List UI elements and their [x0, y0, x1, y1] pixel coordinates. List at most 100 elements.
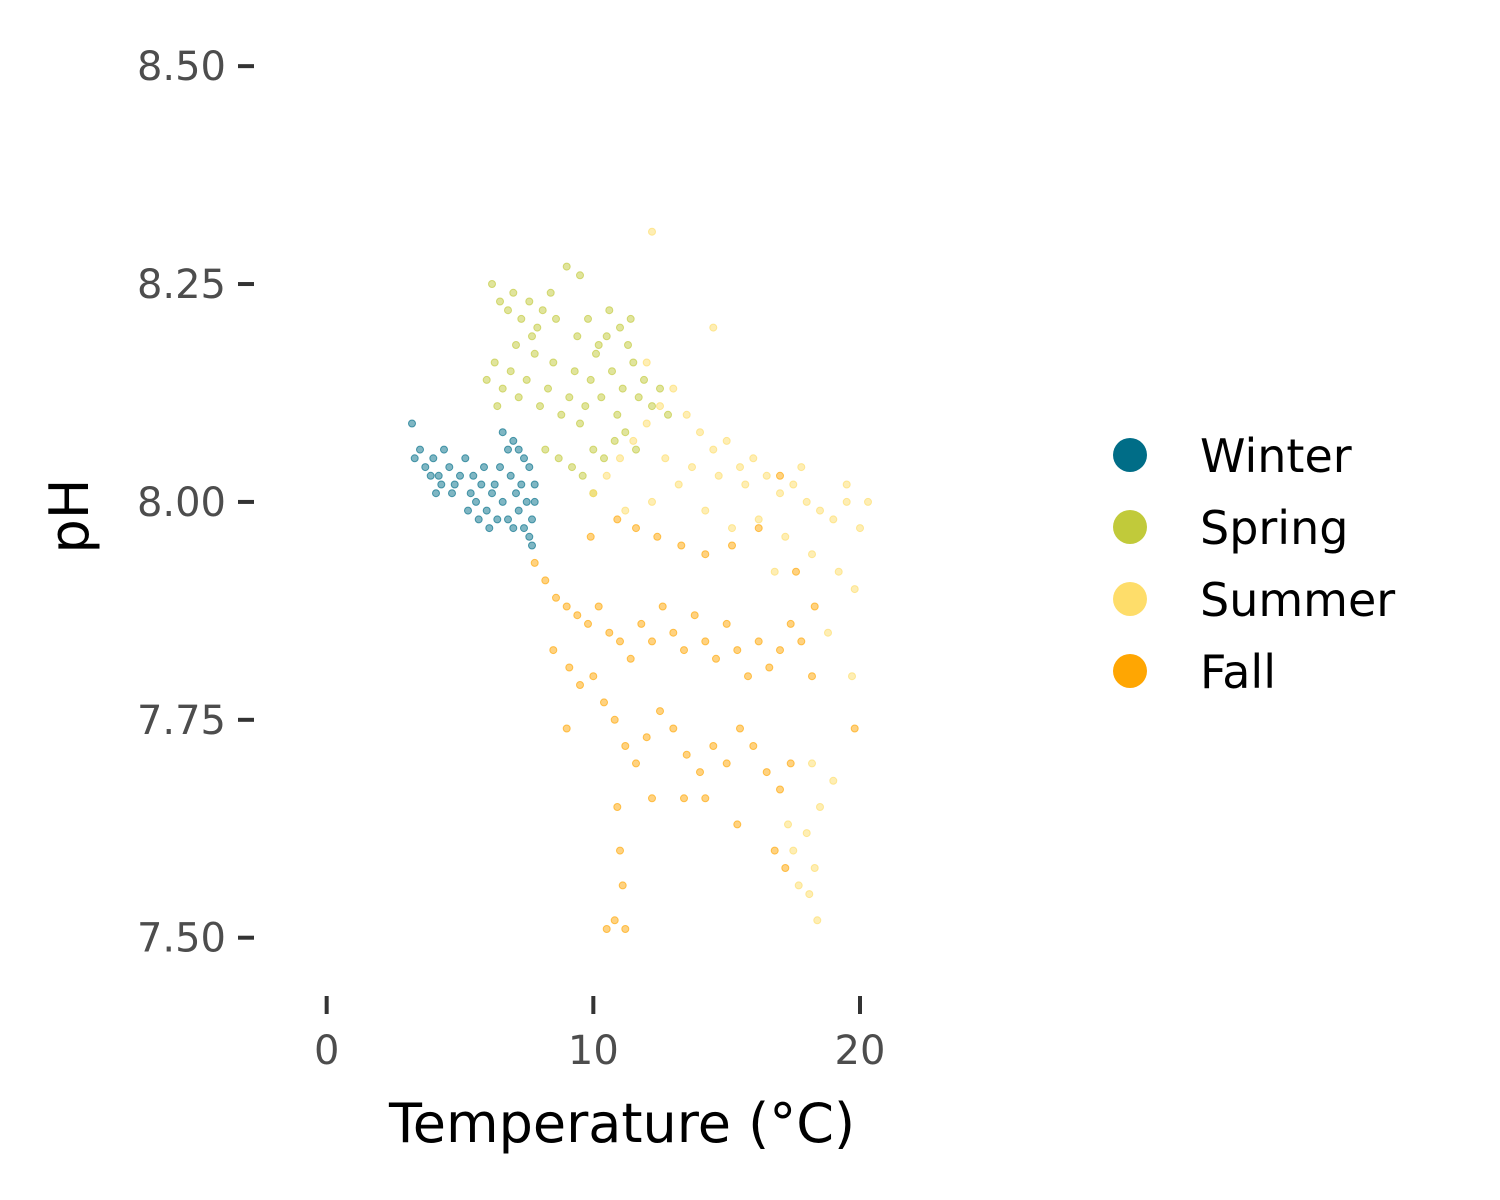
point-winter-17: [504, 515, 512, 524]
point-spring-9: [552, 314, 560, 323]
point-fall-1: [541, 576, 550, 585]
point-winter-18: [509, 524, 518, 533]
point-summer-35: [741, 480, 750, 489]
point-summer-21: [864, 497, 872, 506]
y-tick-label: 8.00: [137, 480, 226, 526]
point-winter-45: [528, 541, 536, 550]
x-tick-label: 10: [568, 1028, 619, 1074]
point-fall-40: [722, 759, 731, 768]
x-tick-label: 0: [314, 1028, 339, 1074]
point-fall-49: [610, 916, 619, 925]
point-fall-71: [562, 724, 571, 733]
point-summer-48: [829, 776, 838, 785]
legend-key-fall: [1113, 654, 1147, 688]
y-axis: 7.50 7.75 8.00 8.25 8.50: [137, 44, 254, 962]
point-fall-29: [589, 672, 598, 681]
point-summer-7: [682, 410, 691, 419]
point-fall-41: [736, 724, 744, 733]
point-fall-37: [682, 750, 691, 759]
point-fall-69: [850, 724, 859, 733]
legend-key-spring: [1113, 510, 1147, 544]
points-layer: [408, 227, 872, 933]
point-spring-52: [616, 323, 624, 332]
point-spring-40: [554, 454, 563, 463]
point-fall-53: [733, 820, 742, 829]
point-fall-66: [776, 471, 784, 480]
point-summer-30: [834, 567, 843, 576]
point-spring-31: [613, 410, 622, 419]
point-spring-30: [608, 367, 616, 376]
point-fall-19: [733, 646, 742, 655]
point-summer-37: [709, 323, 718, 332]
point-winter-2: [421, 463, 430, 472]
point-summer-51: [824, 628, 832, 637]
series-winter: [408, 419, 539, 550]
point-spring-28: [597, 393, 606, 402]
point-summer-29: [808, 550, 816, 559]
point-spring-53: [626, 314, 635, 323]
point-fall-50: [621, 925, 630, 933]
point-summer-42: [802, 829, 811, 838]
point-fall-48: [618, 881, 627, 890]
point-summer-31: [850, 585, 859, 594]
point-winter-1: [416, 445, 424, 454]
point-spring-57: [664, 410, 672, 419]
point-summer-24: [674, 480, 683, 489]
point-fall-0: [530, 558, 539, 567]
point-summer-20: [856, 524, 864, 533]
y-tick-label: 8.25: [137, 262, 226, 308]
point-spring-51: [605, 306, 614, 315]
point-spring-32: [618, 384, 627, 393]
point-fall-60: [632, 524, 640, 533]
point-winter-9: [461, 454, 470, 463]
point-fall-61: [653, 532, 662, 541]
point-winter-15: [493, 515, 502, 524]
point-fall-51: [602, 925, 611, 933]
point-winter-26: [520, 454, 528, 463]
y-tick-label: 7.75: [137, 698, 226, 744]
point-spring-10: [562, 262, 571, 271]
point-fall-57: [549, 646, 558, 655]
point-fall-43: [762, 768, 771, 777]
point-summer-40: [808, 759, 816, 768]
point-summer-25: [701, 506, 710, 515]
point-summer-8: [696, 428, 704, 437]
point-spring-41: [568, 463, 576, 472]
legend-label-spring: Spring: [1200, 501, 1348, 555]
point-fall-28: [576, 681, 584, 689]
point-fall-21: [754, 637, 763, 646]
point-summer-0: [589, 489, 598, 498]
point-summer-46: [813, 916, 822, 925]
point-winter-5: [440, 445, 448, 454]
point-spring-0: [488, 280, 496, 288]
point-summer-14: [776, 489, 784, 498]
point-winter-19: [514, 506, 523, 515]
point-fall-24: [786, 619, 795, 628]
point-spring-34: [629, 358, 638, 367]
point-fall-63: [701, 550, 710, 559]
point-fall-15: [690, 611, 699, 620]
point-winter-38: [469, 471, 478, 480]
point-winter-11: [472, 497, 480, 506]
legend: Winter Spring Summer Fall: [1113, 429, 1395, 699]
point-summer-43: [789, 846, 798, 855]
point-fall-59: [613, 515, 622, 524]
point-fall-36: [669, 724, 678, 733]
series-spring: [482, 262, 672, 498]
point-spring-18: [536, 402, 544, 411]
point-spring-42: [578, 471, 587, 480]
point-fall-2: [552, 593, 560, 602]
point-winter-43: [474, 515, 483, 524]
point-spring-47: [632, 445, 640, 454]
point-spring-15: [514, 393, 523, 402]
point-fall-22: [765, 663, 774, 672]
point-winter-29: [504, 445, 512, 454]
point-winter-31: [506, 471, 515, 480]
point-winter-21: [525, 532, 534, 541]
point-summer-6: [669, 384, 678, 393]
point-summer-13: [762, 471, 771, 480]
point-fall-55: [648, 794, 656, 803]
point-summer-33: [688, 463, 696, 472]
point-spring-55: [528, 332, 536, 341]
